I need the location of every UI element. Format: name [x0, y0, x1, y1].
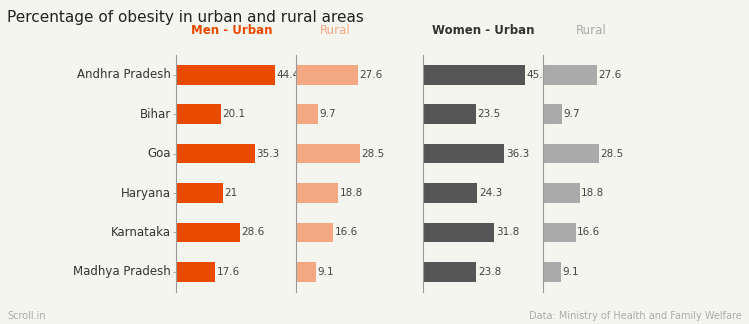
- Bar: [543, 223, 576, 242]
- Text: Percentage of obesity in urban and rural areas: Percentage of obesity in urban and rural…: [7, 10, 364, 25]
- Text: 44.4: 44.4: [277, 70, 300, 80]
- Text: 16.6: 16.6: [335, 227, 358, 237]
- Text: 28.6: 28.6: [242, 227, 265, 237]
- Text: –: –: [172, 188, 178, 198]
- Text: Rural: Rural: [320, 24, 351, 37]
- Bar: [296, 262, 317, 282]
- Text: Rural: Rural: [576, 24, 607, 37]
- Bar: [423, 104, 476, 124]
- Bar: [176, 144, 255, 164]
- Text: Madhya Pradesh: Madhya Pradesh: [73, 265, 171, 278]
- Bar: [296, 223, 333, 242]
- Text: 45.6: 45.6: [527, 70, 550, 80]
- Text: 9.7: 9.7: [319, 109, 336, 119]
- Text: Karnataka: Karnataka: [111, 226, 171, 239]
- Text: 23.8: 23.8: [478, 267, 501, 277]
- Text: Data: Ministry of Health and Family Welfare: Data: Ministry of Health and Family Welf…: [529, 311, 742, 321]
- Bar: [176, 65, 275, 85]
- Text: 35.3: 35.3: [257, 149, 280, 159]
- Bar: [543, 65, 598, 85]
- Text: 27.6: 27.6: [598, 70, 622, 80]
- Bar: [543, 144, 599, 164]
- Text: 31.8: 31.8: [496, 227, 519, 237]
- Text: 20.1: 20.1: [222, 109, 246, 119]
- Bar: [423, 262, 476, 282]
- Bar: [176, 183, 223, 203]
- Bar: [543, 183, 580, 203]
- Bar: [423, 223, 494, 242]
- Bar: [423, 65, 525, 85]
- Text: Andhra Pradesh: Andhra Pradesh: [77, 68, 171, 81]
- Bar: [176, 104, 221, 124]
- Bar: [176, 262, 215, 282]
- Text: 9.1: 9.1: [318, 267, 334, 277]
- Bar: [296, 183, 339, 203]
- Bar: [296, 144, 360, 164]
- Text: Goa: Goa: [148, 147, 171, 160]
- Text: Men - Urban: Men - Urban: [192, 24, 273, 37]
- Bar: [543, 262, 561, 282]
- Text: Women - Urban: Women - Urban: [432, 24, 534, 37]
- Text: –: –: [172, 149, 178, 159]
- Text: –: –: [172, 227, 178, 237]
- Text: 28.5: 28.5: [600, 149, 623, 159]
- Bar: [296, 65, 359, 85]
- Text: 18.8: 18.8: [339, 188, 363, 198]
- Bar: [423, 183, 477, 203]
- Text: Bihar: Bihar: [139, 108, 171, 121]
- Text: 28.5: 28.5: [362, 149, 385, 159]
- Text: 24.3: 24.3: [479, 188, 503, 198]
- Bar: [296, 104, 318, 124]
- Text: 17.6: 17.6: [217, 267, 240, 277]
- Text: Scroll.in: Scroll.in: [7, 311, 46, 321]
- Text: 16.6: 16.6: [577, 227, 600, 237]
- Text: 18.8: 18.8: [581, 188, 604, 198]
- Bar: [423, 144, 504, 164]
- Text: Haryana: Haryana: [121, 187, 171, 200]
- Text: 21: 21: [225, 188, 238, 198]
- Text: 9.7: 9.7: [563, 109, 580, 119]
- Bar: [176, 223, 240, 242]
- Text: 9.1: 9.1: [562, 267, 578, 277]
- Bar: [543, 104, 562, 124]
- Text: –: –: [172, 109, 178, 119]
- Text: 23.5: 23.5: [477, 109, 500, 119]
- Text: 36.3: 36.3: [506, 149, 530, 159]
- Text: –: –: [172, 267, 178, 277]
- Text: –: –: [172, 70, 178, 80]
- Text: 27.6: 27.6: [360, 70, 383, 80]
